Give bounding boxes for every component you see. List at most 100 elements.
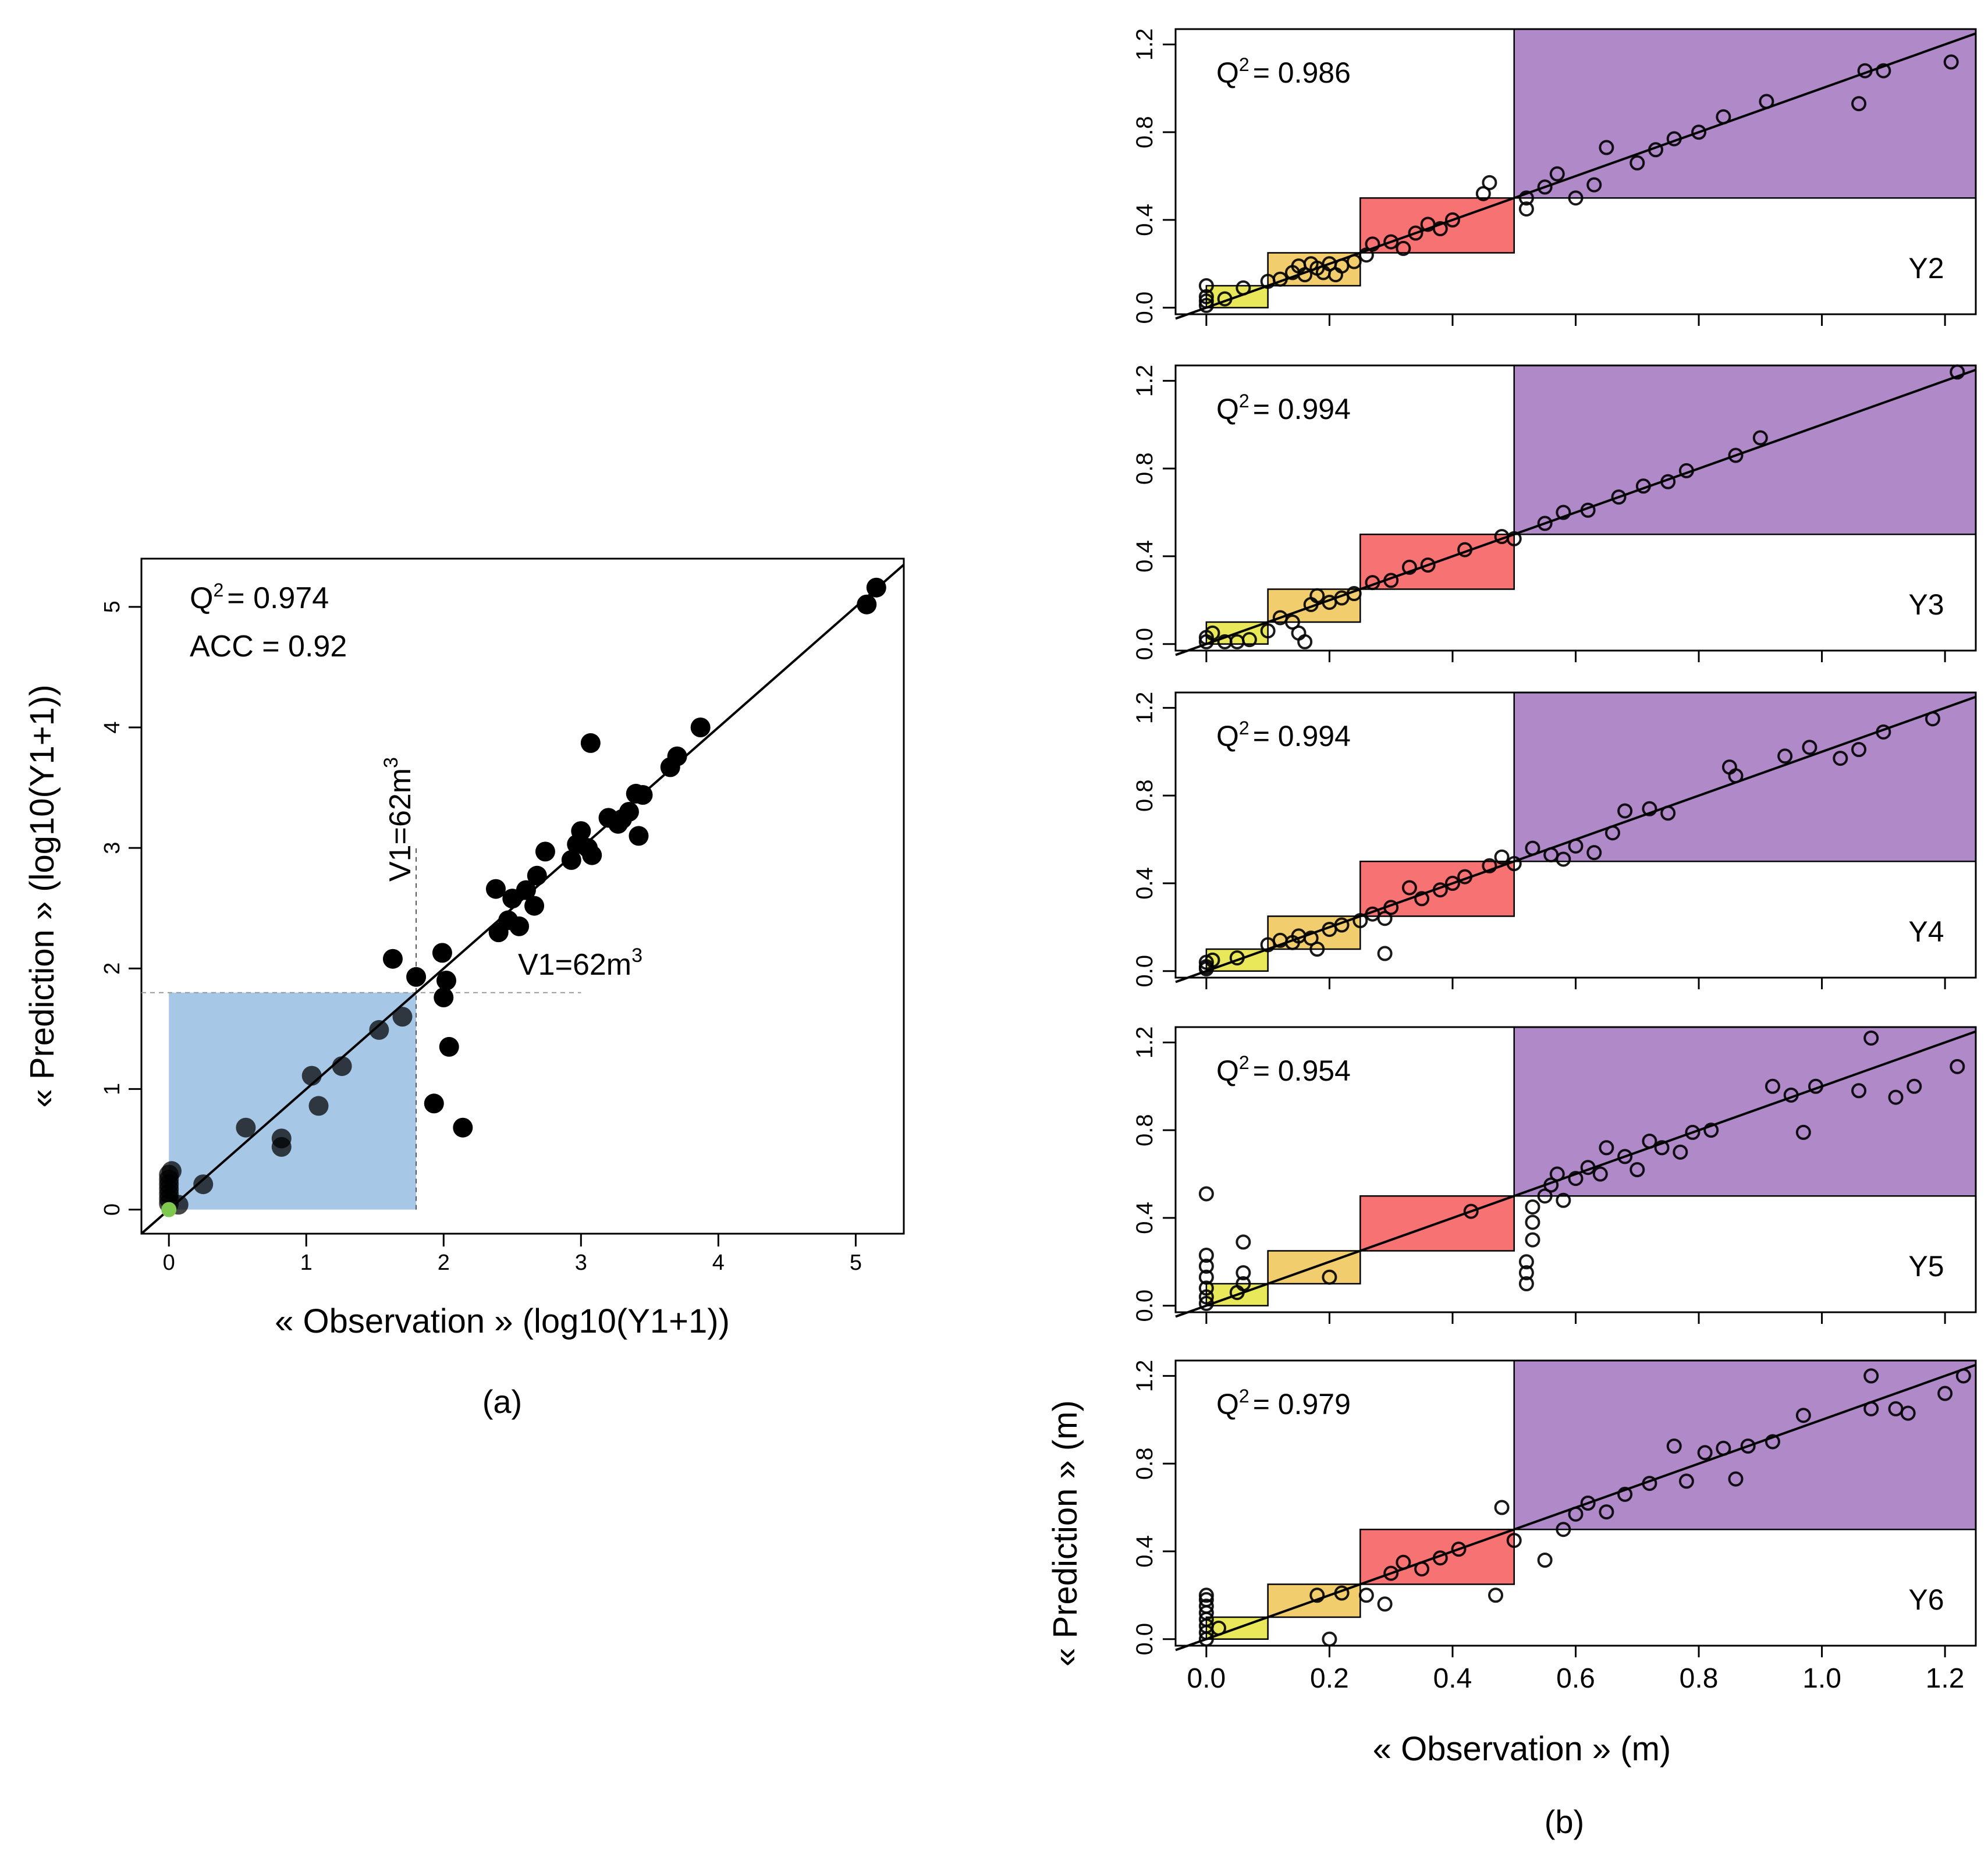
data-point [1777, 748, 1793, 764]
data-point [1556, 505, 1571, 520]
data-point [1475, 186, 1491, 201]
data-point [1309, 1587, 1325, 1603]
data-point [1408, 225, 1423, 241]
data-point [1198, 1186, 1214, 1202]
data-point [1611, 489, 1627, 505]
q2-annotation: Q2 = 0.994 [1216, 390, 1351, 425]
data-point [1211, 1620, 1227, 1636]
data-point [1802, 740, 1817, 755]
data-point [1198, 297, 1214, 313]
panel-a-data-point [161, 1161, 182, 1181]
y-tick-label: 0.4 [1132, 1202, 1158, 1234]
data-point [1863, 1401, 1879, 1416]
panel-a-data-point [485, 879, 506, 899]
data-point [1198, 1587, 1214, 1603]
panel-a-x-tick-label: 2 [438, 1251, 450, 1275]
data-point [1876, 63, 1891, 79]
data-point [1506, 856, 1522, 871]
data-point [1716, 1440, 1731, 1456]
data-point [1678, 463, 1694, 478]
data-point [1599, 1140, 1614, 1156]
panel-a-data-point [524, 896, 545, 916]
data-point [1401, 880, 1417, 896]
data-point [1396, 240, 1411, 256]
data-point [1728, 1471, 1744, 1487]
x-tick-label: 0.8 [1680, 1663, 1719, 1694]
data-point [1457, 869, 1473, 885]
data-point [1525, 1232, 1540, 1248]
data-point [1272, 271, 1288, 287]
data-point [1537, 1188, 1553, 1204]
data-point [1728, 768, 1744, 784]
panel-a-data-point [629, 826, 649, 846]
panel-a-x-tick-label: 4 [712, 1251, 725, 1275]
data-point [1568, 1171, 1584, 1187]
data-point [1568, 838, 1584, 854]
data-point [1525, 1199, 1540, 1215]
data-point [1377, 946, 1393, 961]
subplot-y3: 0.0 0.4 0.8 1.2 Q2 = 0.994 Y3 [1132, 364, 1977, 662]
data-point [1549, 1166, 1565, 1182]
data-point [1205, 952, 1220, 968]
data-point [1888, 1089, 1904, 1105]
data-point [1506, 531, 1522, 546]
x-tick-label: 0.6 [1556, 1663, 1595, 1694]
data-point [1654, 1140, 1670, 1156]
panel-a-data-point [439, 1036, 459, 1057]
data-point [1518, 190, 1534, 206]
subplot-name-label: Y4 [1908, 915, 1944, 948]
data-point [1488, 1587, 1503, 1603]
x-tick-label: 0.2 [1310, 1663, 1349, 1694]
panel-a-data-point [690, 718, 711, 737]
data-point [1783, 1087, 1799, 1103]
data-point [1198, 289, 1214, 304]
q2-annotation: Q2 = 0.954 [1216, 1052, 1351, 1087]
panel-a-chart: 0 1 2 3 4 5 0 1 2 3 4 5 Q2 = 0.974 ACC = 0.92 V1=62m… [23, 557, 905, 1420]
panel-a-plot-frame [140, 557, 905, 1235]
panel-a-data-point [436, 971, 456, 990]
data-point [1346, 586, 1362, 601]
data-point [1955, 1368, 1971, 1384]
panel-a-y-tick-label: 4 [100, 721, 125, 733]
data-point [1907, 1078, 1922, 1094]
data-point [1236, 1276, 1251, 1291]
panel-a-data-point [516, 880, 536, 900]
data-point [1198, 278, 1214, 293]
data-point [1642, 801, 1657, 816]
data-point [1863, 1368, 1879, 1384]
data-point [1592, 1166, 1608, 1182]
y-tick-label: 0.8 [1132, 116, 1158, 148]
data-point [1365, 575, 1380, 591]
data-point [1334, 917, 1350, 933]
data-point [1586, 177, 1602, 193]
data-point [1432, 221, 1448, 236]
data-point [1352, 913, 1368, 928]
panel-a-data-point [392, 1007, 413, 1027]
data-point [1630, 155, 1645, 171]
data-point [1703, 1123, 1719, 1138]
y-tick-label: 0.0 [1132, 955, 1158, 988]
data-point [1925, 711, 1940, 727]
subplot-y5: 0.0 0.4 0.8 1.2 Q2 = 0.954 Y5 [1132, 1026, 1977, 1324]
y-tick-label: 1.2 [1132, 1360, 1158, 1393]
data-point [1401, 559, 1417, 575]
data-point [1236, 280, 1251, 296]
data-point [1229, 950, 1245, 966]
data-point [1377, 911, 1393, 926]
data-point [1537, 516, 1553, 531]
subplot-y4: 0.0 0.4 0.8 1.2 Q2 = 0.994 Y4 [1132, 691, 1977, 989]
data-point [1525, 1214, 1540, 1230]
panel-a-caption: (a) [482, 1383, 522, 1420]
panel-b-chart: 0.0 0.4 0.8 1.2 Q2 = 0.986 Y2 0.0 0.4 0.8 1.2 Q2 = 0… [1046, 28, 1977, 1840]
data-point [1642, 1134, 1657, 1149]
subplot-y6: 0.0 0.4 0.8 1.2 0.0 0.2 0.4 0.6 0.8 1.0 1.2 Q2 = 0.9… [1132, 1359, 1977, 1694]
data-point [1383, 900, 1399, 915]
subplot-name-label: Y2 [1908, 252, 1944, 285]
data-point [1543, 1177, 1559, 1193]
data-point [1795, 1124, 1811, 1140]
data-point [1518, 201, 1534, 217]
data-point [1851, 1083, 1867, 1099]
data-point [1851, 96, 1867, 112]
x-tick-label: 1.2 [1926, 1663, 1965, 1694]
y-tick-label: 0.0 [1132, 1623, 1158, 1656]
